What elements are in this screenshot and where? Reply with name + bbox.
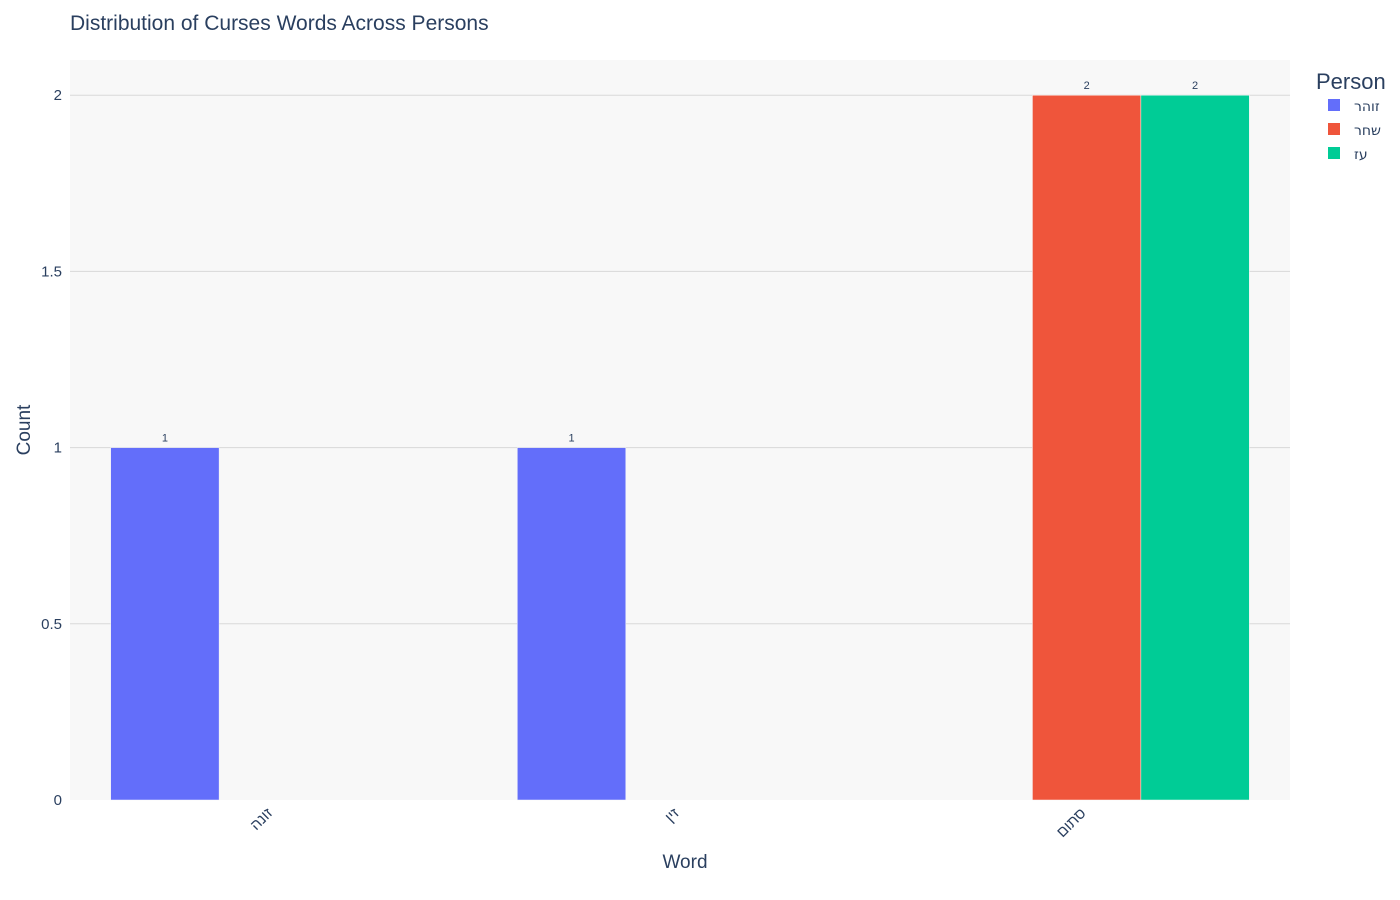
legend-label: עז — [1354, 147, 1368, 163]
legend-title: Person — [1316, 69, 1386, 94]
legend-swatch — [1328, 147, 1340, 159]
x-tick-label: סתום — [1053, 805, 1089, 841]
y-tick-label: 0 — [54, 792, 62, 809]
bar — [110, 447, 220, 801]
legend-label: זוהר — [1354, 99, 1380, 115]
bar-labels: 1 1 2 2 — [162, 80, 1198, 444]
bar-value-label: 2 — [1192, 80, 1198, 92]
y-tick-label: 2 — [54, 87, 62, 104]
legend: Person זוהר שחר עז — [1316, 69, 1386, 163]
legend-swatch — [1328, 123, 1340, 135]
bar-value-label: 2 — [1084, 80, 1090, 92]
y-axis-title: Count — [14, 404, 35, 455]
x-axis-ticks: זונה זין סתום — [247, 805, 1090, 841]
y-tick-label: 1.5 — [41, 263, 62, 280]
legend-label: שחר — [1354, 123, 1381, 139]
bar-value-label: 1 — [162, 433, 168, 445]
y-tick-label: 0.5 — [41, 616, 62, 633]
x-tick-label: זונה — [247, 805, 276, 834]
bar — [1032, 94, 1142, 801]
x-axis-title: Word — [662, 852, 707, 873]
bars — [110, 94, 1250, 801]
bar — [517, 447, 627, 801]
bar-value-label: 1 — [568, 433, 574, 445]
legend-swatch — [1328, 99, 1340, 111]
x-tick-label: זין — [662, 805, 683, 826]
y-axis-ticks: 0 0.5 1 1.5 2 — [41, 87, 62, 809]
bar — [1140, 94, 1250, 801]
chart-title: Distribution of Curses Words Across Pers… — [70, 12, 489, 35]
y-tick-label: 1 — [54, 440, 62, 457]
